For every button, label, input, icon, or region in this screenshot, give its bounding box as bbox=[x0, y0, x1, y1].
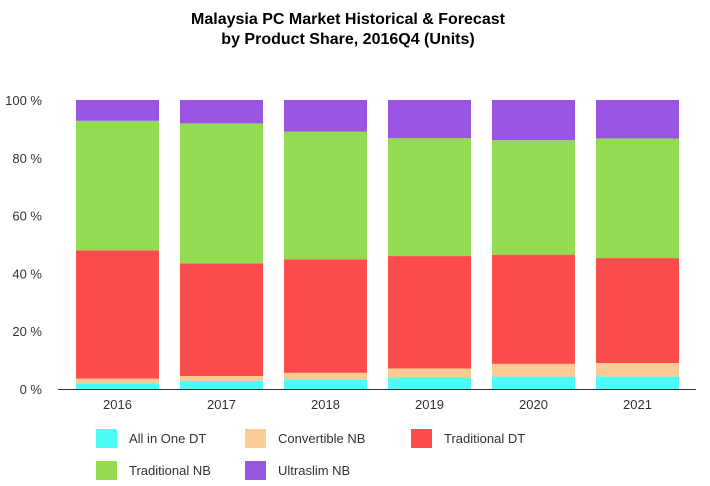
bar-segment bbox=[180, 380, 263, 389]
y-tick-label: 0 % bbox=[20, 382, 43, 397]
bar-segment bbox=[596, 100, 679, 139]
bar-segment bbox=[388, 368, 471, 379]
bar-segment bbox=[388, 256, 471, 369]
legend-label: Ultraslim NB bbox=[278, 463, 350, 478]
bar-segment bbox=[596, 138, 679, 259]
y-tick-label: 20 % bbox=[12, 324, 42, 339]
y-tick-label: 100 % bbox=[5, 93, 42, 108]
bar-segment bbox=[284, 131, 367, 260]
bar-segment bbox=[492, 363, 575, 377]
bar-segment bbox=[492, 376, 575, 389]
bar-segment bbox=[76, 378, 159, 384]
bar-segment bbox=[76, 120, 159, 251]
bar-segment bbox=[76, 100, 159, 121]
x-axis: 2016 2017 2018 2019 2020 2021 bbox=[58, 389, 696, 412]
bar-segment bbox=[76, 383, 159, 389]
bar-segment bbox=[284, 372, 367, 380]
chart-title: Malaysia PC Market Historical & Forecast… bbox=[191, 11, 505, 48]
bar-segment bbox=[388, 138, 471, 257]
legend: All in One DT Convertible NB Traditional D… bbox=[96, 429, 525, 480]
x-tick-label: 2018 bbox=[311, 397, 340, 412]
bar-segment bbox=[596, 362, 679, 377]
x-tick-label: 2017 bbox=[207, 397, 236, 412]
legend-label: Convertible NB bbox=[278, 431, 365, 446]
bar-segment bbox=[180, 263, 263, 376]
y-tick-label: 60 % bbox=[12, 209, 42, 224]
x-tick-label: 2020 bbox=[519, 397, 548, 412]
bar-segment bbox=[180, 123, 263, 264]
legend-swatch bbox=[411, 429, 432, 448]
legend-label: Traditional DT bbox=[444, 431, 525, 446]
bar-segment bbox=[596, 258, 679, 363]
y-axis: 0 % 20 % 40 % 60 % 80 % 100 % bbox=[5, 93, 42, 397]
x-tick-label: 2019 bbox=[415, 397, 444, 412]
y-tick-label: 40 % bbox=[12, 266, 42, 281]
bar-segment bbox=[596, 376, 679, 389]
bar-segment bbox=[180, 100, 263, 124]
bar-segment bbox=[492, 100, 575, 141]
legend-swatch bbox=[96, 429, 117, 448]
bar-segment bbox=[284, 100, 367, 132]
bar-segment bbox=[492, 254, 575, 364]
legend-swatch bbox=[96, 461, 117, 480]
bar-segment bbox=[284, 379, 367, 389]
y-tick-label: 80 % bbox=[12, 151, 42, 166]
bar-segment bbox=[388, 100, 471, 139]
x-tick-label: 2016 bbox=[103, 397, 132, 412]
x-tick-label: 2021 bbox=[623, 397, 652, 412]
bar-segment bbox=[388, 378, 471, 389]
bar-segment bbox=[180, 375, 263, 381]
legend-swatch bbox=[245, 429, 266, 448]
legend-label: Traditional NB bbox=[129, 463, 211, 478]
bars bbox=[76, 100, 679, 389]
bar-segment bbox=[284, 259, 367, 373]
legend-swatch bbox=[245, 461, 266, 480]
bar-segment bbox=[492, 140, 575, 255]
bar-segment bbox=[76, 250, 159, 379]
legend-label: All in One DT bbox=[129, 431, 206, 446]
